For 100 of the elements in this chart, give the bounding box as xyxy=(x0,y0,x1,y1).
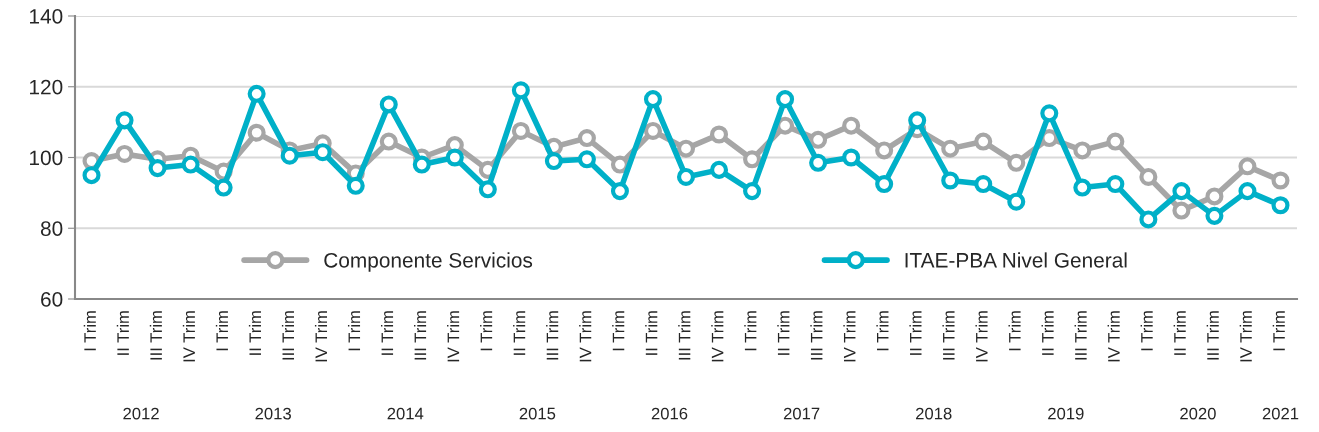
x-tick-label: I Trim xyxy=(1008,311,1021,351)
y-tick-label: 60 xyxy=(41,292,63,307)
point xyxy=(809,130,828,149)
point xyxy=(214,178,233,197)
point xyxy=(709,160,729,179)
point xyxy=(1073,141,1092,160)
point xyxy=(577,129,596,148)
point xyxy=(610,182,629,201)
point xyxy=(181,155,200,174)
x-tick-label: I Trim xyxy=(347,311,361,351)
text: 2021 xyxy=(1262,407,1299,420)
point xyxy=(346,176,365,195)
x-tick-label: I Trim xyxy=(480,311,493,351)
text: 2020 xyxy=(1180,407,1216,420)
point xyxy=(875,175,894,194)
text: 2019 xyxy=(1048,407,1084,420)
point xyxy=(1139,210,1158,229)
x-tick-label: II Trim xyxy=(1173,311,1186,355)
point xyxy=(974,175,993,194)
x-tick-label: IV Trim xyxy=(975,311,988,362)
point xyxy=(842,148,861,167)
point xyxy=(247,84,266,103)
point xyxy=(676,167,696,186)
point xyxy=(280,146,299,165)
point xyxy=(1139,167,1158,186)
point xyxy=(776,90,795,109)
x-tick-label: I Trim xyxy=(744,311,757,351)
x-tick-label: III Trim xyxy=(546,311,559,360)
y-tick-label: 140 xyxy=(30,9,63,24)
point xyxy=(676,139,696,158)
x-tick-label: II Trim xyxy=(1041,311,1054,355)
x-tick-label: III Trim xyxy=(149,311,162,360)
point xyxy=(643,121,663,140)
point xyxy=(610,155,629,174)
y-tick-label: 80 xyxy=(40,221,63,236)
point xyxy=(577,150,596,169)
x-tick-label: IV Trim xyxy=(182,311,195,362)
x-tick-label: I Trim xyxy=(1272,311,1285,351)
point xyxy=(643,90,663,109)
point xyxy=(511,81,530,100)
point xyxy=(709,125,729,144)
point xyxy=(941,171,960,190)
point xyxy=(743,182,762,201)
x-tick-label: II Trim xyxy=(645,311,658,355)
point xyxy=(1205,206,1224,225)
point xyxy=(1238,182,1257,201)
x-tick-label: IV Trim xyxy=(1239,311,1252,362)
text: 2015 xyxy=(519,407,556,420)
x-tick-label: II Trim xyxy=(116,311,129,355)
point xyxy=(511,121,530,140)
point xyxy=(247,123,266,142)
text: 2017 xyxy=(783,407,820,420)
x-tick-label: III Trim xyxy=(1074,311,1087,360)
legend-label: ITAE-PBA Nivel General xyxy=(905,252,1127,268)
point xyxy=(1007,153,1026,172)
text: 2018 xyxy=(916,407,952,420)
x-tick-label: II Trim xyxy=(248,311,261,355)
point xyxy=(379,132,398,151)
point xyxy=(82,166,101,185)
point xyxy=(1271,196,1290,215)
x-tick-label: IV Trim xyxy=(711,311,724,362)
point xyxy=(1205,187,1224,206)
text: 2014 xyxy=(387,407,424,420)
point xyxy=(776,116,795,135)
x-tick-label: IV Trim xyxy=(314,311,328,362)
x-tick-label: IV Trim xyxy=(1107,311,1120,362)
x-tick-label: II Trim xyxy=(380,311,394,355)
point xyxy=(445,148,464,167)
x-tick-label: I Trim xyxy=(876,311,889,351)
legend-label: Componente Servicios xyxy=(324,252,533,272)
point xyxy=(115,111,134,130)
point xyxy=(1106,175,1125,194)
x-tick-label: I Trim xyxy=(83,311,96,351)
x-tick-label: III Trim xyxy=(281,311,294,360)
point xyxy=(1073,178,1092,197)
point xyxy=(148,159,167,178)
point xyxy=(1238,157,1257,176)
text: 2012 xyxy=(123,407,159,420)
point xyxy=(478,180,497,199)
x-tick-label: I Trim xyxy=(215,311,228,351)
point xyxy=(743,150,762,169)
x-tick-label: III Trim xyxy=(810,311,823,360)
x-tick-label: I Trim xyxy=(612,311,625,351)
point xyxy=(809,153,828,172)
text: 2013 xyxy=(255,407,291,420)
point xyxy=(544,152,563,171)
point xyxy=(313,143,332,162)
text: 2016 xyxy=(651,407,688,420)
x-tick-label: IV Trim xyxy=(447,311,460,362)
point xyxy=(974,132,993,151)
point xyxy=(1172,201,1191,220)
point xyxy=(908,111,927,130)
x-tick-label: II Trim xyxy=(513,311,526,355)
point xyxy=(1007,192,1026,211)
point xyxy=(941,139,960,158)
x-tick-label: IV Trim xyxy=(579,311,592,362)
point xyxy=(842,116,861,135)
x-tick-label: III Trim xyxy=(678,311,691,360)
point xyxy=(379,95,398,114)
x-tick-label: IV Trim xyxy=(843,311,856,362)
